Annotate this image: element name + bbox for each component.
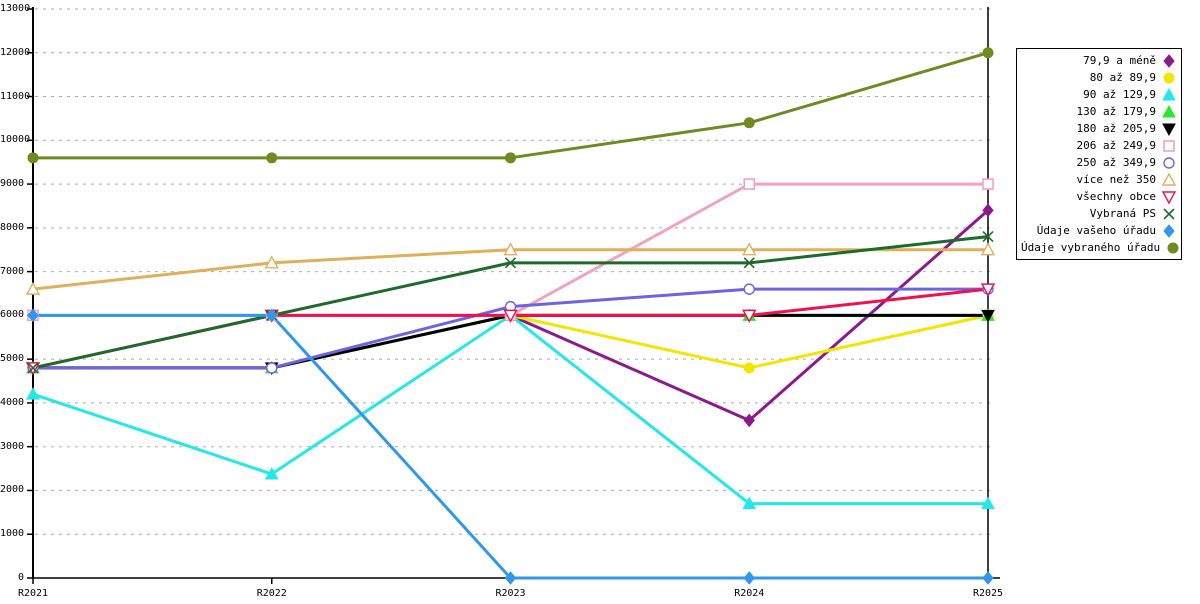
- circle-yellow-icon: [1161, 71, 1177, 85]
- y-axis-label: 10000: [0, 134, 31, 146]
- legend-item-label: 130 až 179,9: [1076, 105, 1156, 118]
- y-axis-label: 5000: [0, 353, 25, 365]
- legend-item-label: všechny obce: [1076, 190, 1156, 203]
- data-point-marker: [981, 309, 995, 323]
- series-line: [31, 248, 990, 291]
- y-axis-label: 2000: [0, 484, 25, 496]
- triangle-green-icon: [1161, 104, 1177, 119]
- legend-item-label: 80 až 89,9: [1089, 71, 1156, 84]
- y-axis-label: 1000: [0, 528, 25, 540]
- x-axis-label: R2021: [17, 588, 49, 599]
- y-axis-label: 7000: [0, 265, 25, 277]
- y-axis-label: 11000: [0, 90, 31, 102]
- data-point-marker: [503, 309, 518, 323]
- square-pink-icon: [1161, 139, 1177, 153]
- data-point-marker: [264, 467, 279, 480]
- data-point-marker: [743, 117, 755, 129]
- data-point-marker: [743, 283, 755, 295]
- plot-svg: [25, 7, 1000, 585]
- data-point-marker: [26, 387, 40, 400]
- data-point-marker: [982, 571, 994, 585]
- x-axis-label: R2022: [256, 588, 287, 599]
- legend-item-label: 79,9 a méně: [1083, 54, 1156, 67]
- diamond-purple-icon: [1161, 53, 1177, 68]
- data-point-marker: [982, 178, 994, 190]
- legend-item[interactable]: Údaje vašeho úřadu: [1021, 222, 1177, 239]
- legend-item[interactable]: Vybraná PS: [1021, 205, 1177, 222]
- data-point-marker: [264, 255, 279, 269]
- legend-item[interactable]: 130 až 179,9: [1021, 103, 1177, 120]
- data-point-marker: [27, 308, 39, 323]
- data-point-marker: [505, 152, 516, 164]
- circle-olive-icon: [1165, 241, 1179, 255]
- y-axis-label: 9000: [0, 178, 25, 190]
- y-axis-label: 0: [17, 572, 24, 583]
- series-line: [31, 51, 990, 160]
- data-point-marker: [980, 242, 996, 256]
- triangle-down-crimson-icon: [1161, 190, 1177, 204]
- y-axis-label: 13000: [0, 3, 31, 14]
- y-axis-label: 8000: [0, 221, 25, 233]
- legend-item-label: více než 350: [1076, 173, 1156, 186]
- y-axis-label: 6000: [0, 309, 25, 321]
- legend-item[interactable]: 206 až 249,9: [1021, 137, 1177, 154]
- legend-item[interactable]: 250 až 349,9: [1021, 154, 1177, 171]
- data-point-marker: [504, 257, 517, 269]
- legend-item-label: Vybraná PS: [1089, 207, 1156, 220]
- data-point-marker: [980, 283, 996, 297]
- data-point-marker: [743, 413, 755, 428]
- series-line: [31, 313, 990, 370]
- legend-item[interactable]: 80 až 89,9: [1021, 69, 1177, 86]
- diamond-blue-icon: [1161, 223, 1177, 238]
- y-axis-label: 3000: [0, 440, 25, 452]
- data-point-marker: [743, 571, 755, 585]
- triangle-down-black-icon: [1161, 122, 1177, 136]
- chart-legend: 79,9 a méně 80 až 89,9 90 až 129,9 130 až 1…: [1016, 48, 1182, 260]
- data-point-marker: [743, 178, 756, 190]
- legend-item-label: Údaje vybraného úřadu: [1021, 241, 1161, 254]
- y-axis-label: 12000: [0, 46, 31, 58]
- line-chart: 0 1000 2000 3000 4000 5000 6000 7000 8000 9000 100…: [0, 3, 1003, 599]
- series-line: [31, 313, 990, 370]
- legend-item-label: 90 až 129,9: [1083, 88, 1156, 101]
- x-axis-label: R2024: [734, 588, 765, 599]
- data-point-marker: [742, 496, 757, 510]
- data-point-marker: [982, 231, 994, 243]
- data-point-marker: [27, 152, 39, 164]
- data-point-marker: [981, 496, 995, 510]
- legend-item[interactable]: 180 až 205,9: [1021, 120, 1177, 137]
- x-axis-label: R2023: [495, 588, 526, 599]
- y-axis-label: 4000: [0, 396, 25, 408]
- data-point-marker: [266, 152, 278, 164]
- legend-item[interactable]: 90 až 129,9: [1021, 86, 1177, 103]
- legend-item[interactable]: Údaje vybraného úřadu: [1021, 239, 1179, 256]
- data-point-marker: [742, 242, 757, 256]
- legend-item-label: 206 až 249,9: [1076, 139, 1156, 152]
- data-point-marker: [503, 242, 518, 256]
- data-point-marker: [742, 309, 757, 323]
- series-line: [31, 313, 990, 506]
- data-point-marker: [266, 308, 278, 323]
- series-line: [31, 313, 990, 370]
- data-point-marker: [27, 362, 39, 374]
- legend-item[interactable]: všechny obce: [1021, 188, 1177, 205]
- legend-item-label: 250 až 349,9: [1076, 156, 1156, 169]
- data-point-marker: [25, 281, 41, 295]
- legend-item[interactable]: více než 350: [1021, 171, 1177, 188]
- data-point-marker: [743, 257, 755, 269]
- cross-darkgreen-icon: [1161, 207, 1177, 221]
- data-point-marker: [504, 571, 517, 585]
- circle-blueviolet-icon: [1161, 156, 1177, 170]
- data-point-marker: [982, 47, 994, 59]
- data-point-marker: [982, 203, 994, 218]
- triangle-cyan-icon: [1161, 87, 1177, 102]
- x-axis-label: R2025: [972, 588, 1004, 599]
- legend-item[interactable]: 79,9 a méně: [1021, 52, 1177, 69]
- triangle-tan-icon: [1161, 172, 1177, 187]
- data-point-marker: [266, 362, 278, 374]
- data-point-marker: [743, 362, 755, 374]
- legend-item-label: 180 až 205,9: [1076, 122, 1156, 135]
- legend-item-label: Údaje vašeho úřadu: [1036, 224, 1156, 237]
